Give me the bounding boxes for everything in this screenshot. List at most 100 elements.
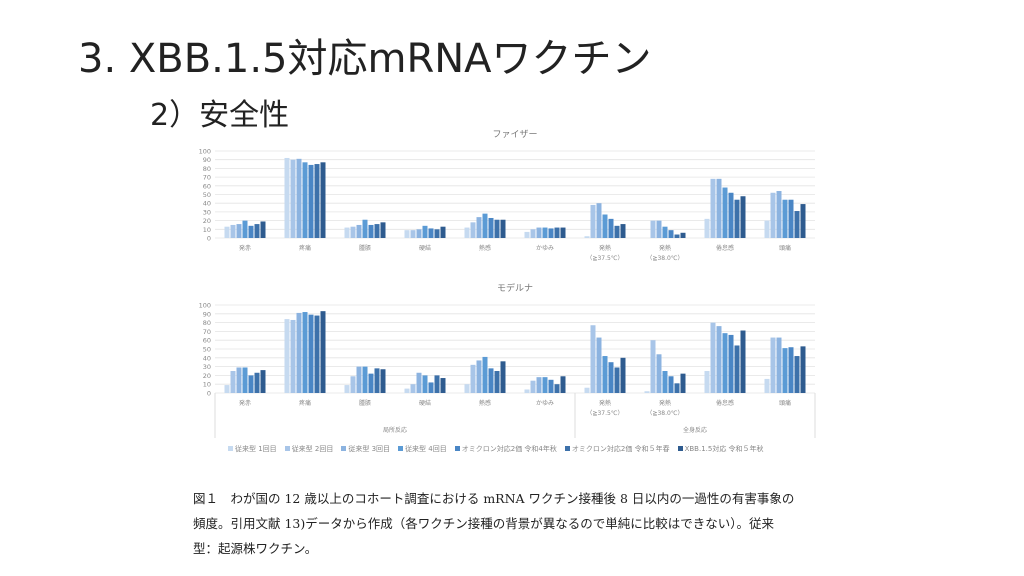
bar [536,377,542,393]
bar [428,382,434,393]
bar [308,164,314,238]
y-tick-label: 70 [203,174,211,182]
bar [656,220,662,238]
legend-swatch [677,446,683,451]
bar [722,333,728,393]
bar [230,224,236,238]
bar [524,389,530,393]
y-tick-label: 60 [203,182,211,190]
bar [560,376,566,393]
x-tick-label: 発熱 [659,244,671,252]
bar [260,221,266,238]
bar [776,191,782,238]
x-tick-label: （≧37.5℃） [586,255,623,262]
slide-title: 3. XBB.1.5対応mRNAワクチン [78,36,652,82]
bar [236,224,242,238]
x-tick-label: 発赤 [239,244,251,252]
y-tick-label: 100 [199,302,211,310]
x-tick-label: 硬結 [419,244,431,252]
bar [770,337,776,393]
y-tick-label: 90 [203,310,211,318]
legend-swatch [228,446,233,451]
bar [404,388,410,393]
y-tick-label: 50 [203,346,211,354]
bar [224,385,230,393]
bar [494,371,500,393]
bar [596,203,602,238]
x-tick-label: 熱感 [479,244,491,252]
legend-label: 従来型 3回目 [348,445,391,453]
bar [242,220,248,238]
bar [560,227,566,238]
y-tick-label: 40 [203,200,211,208]
x-tick-label: 熱感 [479,399,491,407]
legend-label: 従来型 2回目 [291,445,334,453]
legend-item: 従来型 2回目 [284,445,334,453]
bar [602,356,608,393]
y-tick-label: 80 [203,319,211,327]
legend-item: 従来型 1回目 [228,445,277,453]
bar [296,312,302,393]
bar [350,376,356,393]
bar [554,227,560,238]
bar [596,337,602,393]
x-tick-label: 腫脹 [359,244,371,252]
bar [728,334,734,393]
bar [800,346,806,393]
bar [800,204,806,238]
bar [440,378,446,393]
bar [470,222,476,238]
y-tick-label: 80 [203,165,211,173]
x-tick-label: 倦怠感 [716,399,734,407]
y-tick-label: 70 [203,328,211,336]
bar [362,366,368,393]
x-tick-label: 倦怠感 [716,244,734,252]
bar [548,379,554,393]
y-tick-label: 10 [203,381,211,389]
bar [302,312,308,393]
legend-label: 従来型 1回目 [235,445,277,453]
bar [422,225,428,238]
figure-caption: 図１ わが国の 12 歳以上のコホート調査における mRNA ワクチン接種後 8… [193,486,843,561]
x-tick-label: 頭痛 [779,399,791,407]
bar [764,378,770,393]
bar [476,217,482,238]
bar [674,234,680,238]
bar [344,385,350,393]
bar [788,199,794,238]
bar [248,375,254,393]
bar [590,325,596,393]
bar [656,354,662,393]
bar [728,192,734,238]
x-tick-label: 発熱 [659,399,671,407]
bar [500,219,506,238]
bar [740,196,746,238]
legend-swatch [341,446,347,451]
bar [368,224,374,238]
y-tick-label: 30 [203,363,211,371]
bar [704,371,710,393]
bar [770,192,776,238]
legend-item: 従来型 3回目 [341,445,390,453]
bar [290,319,296,393]
bar [404,230,410,238]
bar [374,224,380,238]
bar [674,383,680,393]
bar [284,319,290,393]
bar [794,211,800,238]
legend-swatch [454,446,460,451]
bar [668,230,674,238]
bar [542,377,548,393]
bar [368,373,374,393]
legend-swatch [398,446,404,451]
x-tick-label: 発赤 [239,399,251,407]
bar [734,345,740,393]
bar [668,376,674,393]
bar [644,391,650,393]
legend-item: 従来型 4回目 [398,445,447,453]
bar [422,375,428,393]
bar [224,226,230,238]
bar [722,187,728,238]
bar [362,219,368,238]
